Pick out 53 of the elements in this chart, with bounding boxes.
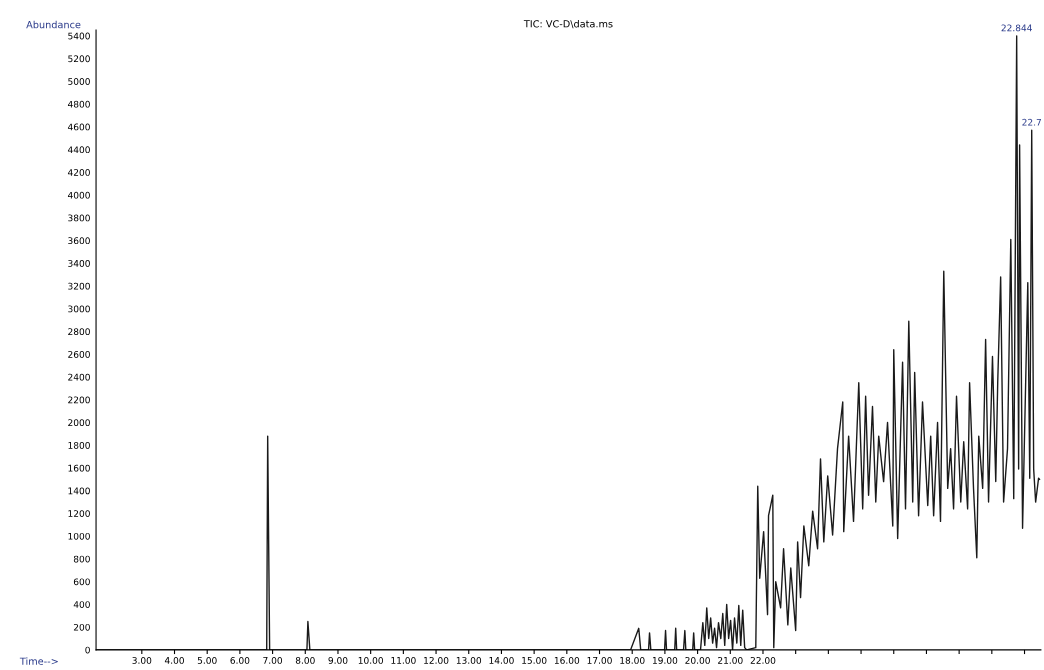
y-tick-label: 2800 xyxy=(68,328,90,336)
y-tick-label: 600 xyxy=(73,578,90,586)
x-tick-label: 11.00 xyxy=(391,657,416,664)
x-tick-label: 12.00 xyxy=(424,657,449,664)
annotation: 22.844 xyxy=(1001,24,1032,32)
x-tick-label: 14.00 xyxy=(489,657,514,664)
x-tick-label: 18.00 xyxy=(620,657,645,664)
y-tick-label: 1000 xyxy=(68,532,90,540)
y-tick-label: 2200 xyxy=(68,396,90,404)
annotation: 22.7 xyxy=(1022,118,1041,126)
x-tick-label: 21.00 xyxy=(718,657,743,664)
y-tick-label: 3400 xyxy=(68,260,90,267)
x-tick-label: 22.00 xyxy=(750,657,776,664)
y-tick-label: 2000 xyxy=(68,419,90,427)
y-tick-label: 800 xyxy=(73,555,90,563)
x-tick-label: 8.00 xyxy=(295,657,315,664)
x-tick-label: 9.00 xyxy=(328,657,348,664)
x-tick-label: 19.00 xyxy=(652,657,678,664)
y-tick-label: 4600 xyxy=(67,123,90,131)
y-tick-label: 0 xyxy=(85,646,90,654)
y-tick-label: 4200 xyxy=(67,169,90,176)
y-tick-label: 5400 xyxy=(68,32,90,40)
y-tick-label: 1800 xyxy=(68,441,90,449)
y-tick-label: 5200 xyxy=(68,55,90,63)
y-tick-label: 3200 xyxy=(68,282,90,290)
x-axis-title: Time--> xyxy=(19,657,58,665)
y-tick-label: 3800 xyxy=(68,214,90,222)
x-tick-label: 4.00 xyxy=(164,657,184,664)
y-axis-title: Abundance xyxy=(26,20,81,29)
y-tick-label: 4800 xyxy=(67,100,90,108)
y-tick-label: 5000 xyxy=(68,78,90,85)
x-tick-label: 17.00 xyxy=(587,657,612,664)
x-tick-label: 16.00 xyxy=(554,657,580,664)
y-tick-label: 2600 xyxy=(68,350,90,358)
y-tick-label: 1400 xyxy=(68,487,90,495)
y-tick-label: 2400 xyxy=(68,373,90,381)
y-tick-label: 1600 xyxy=(68,464,90,472)
x-tick-label: 6.00 xyxy=(230,657,250,664)
y-tick-label: 3000 xyxy=(68,305,90,313)
x-tick-label: 13.00 xyxy=(456,657,482,664)
y-tick-label: 4400 xyxy=(67,146,90,154)
chart-title: TIC: VC-D\data.ms xyxy=(523,19,613,29)
y-tick-label: 4000 xyxy=(67,191,90,199)
y-tick-label: 3600 xyxy=(68,237,90,245)
x-tick-label: 20.00 xyxy=(685,657,710,664)
x-tick-label: 3.00 xyxy=(132,657,152,664)
x-tick-label: 7.00 xyxy=(263,657,283,664)
y-tick-label: 1200 xyxy=(68,510,90,517)
x-tick-label: 15.00 xyxy=(522,657,547,664)
y-tick-label: 400 xyxy=(73,601,90,608)
x-tick-label: 5.00 xyxy=(197,657,217,664)
y-tick-label: 200 xyxy=(73,623,90,631)
x-tick-label: 10.00 xyxy=(358,657,383,664)
